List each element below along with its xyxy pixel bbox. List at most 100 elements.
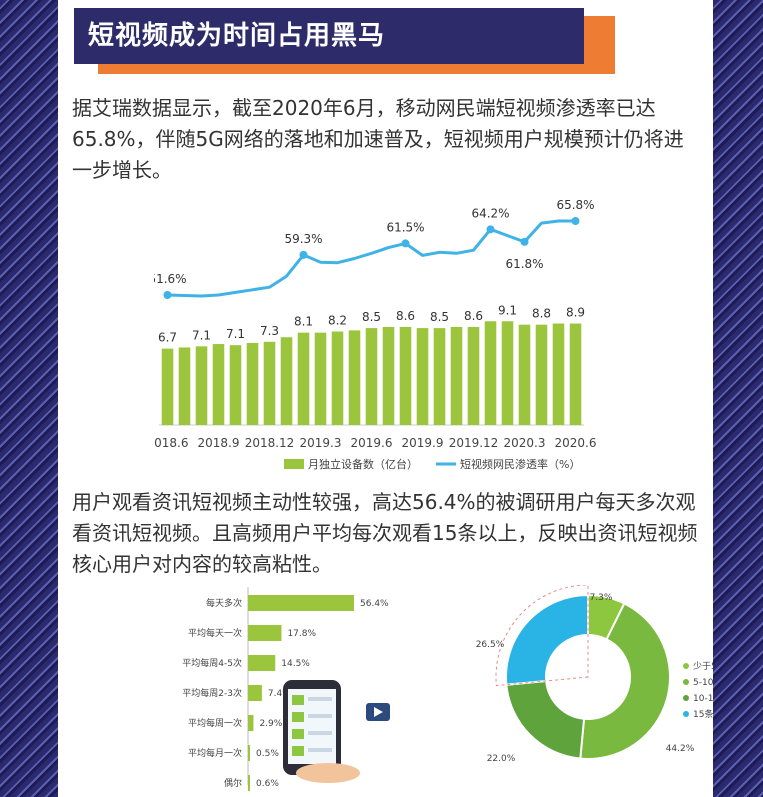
legend-marker [683, 695, 689, 701]
x-tick-label: 2018.6 [154, 436, 189, 450]
phone-list-icon [292, 729, 304, 739]
penetration-label: 64.2% [471, 206, 509, 220]
phone-illustration [283, 680, 390, 783]
bar-平均每周2-3次 [248, 685, 262, 701]
bar-2019.1 [280, 337, 293, 425]
bar-2020.3 [518, 324, 531, 425]
bar-平均每天一次 [248, 625, 282, 641]
penetration-point [401, 239, 410, 248]
bar-value-label: 0.6% [256, 779, 279, 789]
bar-value-label: 9.1 [498, 303, 517, 317]
bar-value-label: 8.5 [430, 310, 449, 324]
paragraph-engagement: 用户观看资讯短视频主动性较强，高达56.4%的被调研用户每天多次观看资讯短视频。… [72, 490, 698, 576]
bar-value-label: 8.8 [532, 307, 551, 321]
bar-2020.2 [501, 321, 514, 425]
play-icon [374, 707, 383, 717]
bar-偶尔 [248, 775, 250, 791]
penetration-point [520, 237, 529, 246]
category-label: 平均每周4-5次 [182, 657, 242, 669]
bar-平均每周一次 [248, 715, 254, 731]
legend-label: 少于5条 [693, 660, 713, 672]
bar-value-label: 8.2 [328, 314, 347, 328]
bar-2018.10 [229, 345, 242, 425]
donut-slice-15条以上 [505, 593, 589, 686]
penetration-label: 61.5% [386, 220, 424, 234]
bar-每天多次 [248, 595, 354, 611]
bar-2018.8 [195, 346, 208, 425]
penetration-point [571, 217, 580, 225]
category-label: 平均每周2-3次 [182, 687, 242, 699]
legend-swatch-devices [284, 459, 304, 469]
penetration-point [163, 291, 172, 299]
bar-2020.6 [569, 323, 582, 425]
bar-value-label: 7.1 [226, 327, 245, 341]
bar-value-label: 8.1 [294, 315, 313, 329]
bar-value-label: 2.9% [259, 719, 282, 729]
phone-list-line [308, 697, 332, 701]
bar-2018.11 [246, 342, 259, 425]
bar-value-label: 8.9 [566, 306, 585, 320]
daily-count-donut-chart: 7.3% 44.2% 22.0% 26.5% 少于5条 5-10条 10-15条 15条以上 [476, 585, 713, 764]
legend-label-devices: 月独立设备数（亿台） [308, 457, 418, 471]
category-label: 平均每月一次 [188, 747, 242, 759]
phone-list-icon [292, 746, 304, 756]
bar-value-label: 8.6 [464, 309, 483, 323]
bar-value-label: 7.1 [192, 328, 211, 342]
bar-2019.12 [467, 326, 480, 425]
x-tick-label: 2018.9 [198, 436, 240, 450]
bar-2018.7 [178, 347, 191, 425]
x-tick-label: 2019.9 [402, 436, 444, 450]
legend-marker [683, 711, 689, 717]
bar-2019.7 [382, 326, 395, 425]
penetration-label: 51.6% [154, 272, 187, 286]
bar-2018.9 [212, 344, 225, 425]
category-label: 每天多次 [206, 597, 242, 609]
penetration-point [299, 250, 308, 259]
penetration-point [486, 225, 495, 234]
bar-2019.6 [365, 328, 378, 425]
frequency-bar-chart: 每天多次 56.4% 平均每天一次 17.8% 平均每周4-5次 14.5% 平均每周2-3… [182, 587, 390, 791]
paragraph-intro: 据艾瑞数据显示，截至2020年6月，移动网民端短视频渗透率已达65.8%，伴随5… [72, 96, 684, 182]
penetration-label: 61.8% [505, 257, 543, 271]
x-tick-label: 2019.3 [300, 436, 342, 450]
highlight-outline [495, 585, 589, 687]
legend-label: 5-10条 [693, 676, 713, 688]
bar-2019.10 [433, 328, 446, 425]
right-pattern-border [713, 0, 763, 797]
legend-label-penetration: 短视频网民渗透率（%） [460, 457, 580, 471]
phone-list-icon [292, 712, 304, 722]
bar-value-label: 8.6 [396, 309, 415, 323]
x-tick-label: 2020.3 [504, 436, 546, 450]
x-tick-label: 2018.12 [245, 436, 295, 450]
bar-2018.12 [263, 341, 276, 425]
phone-list-line [308, 714, 332, 718]
content-panel: 短视频成为时间占用黑马 据艾瑞数据显示，截至2020年6月，移动网民端短视频渗透… [58, 0, 713, 797]
slice-value-label: 26.5% [476, 640, 505, 650]
bar-value-label: 6.7 [158, 331, 177, 345]
bar-value-label: 56.4% [360, 599, 389, 609]
bar-2020.5 [552, 323, 565, 425]
bar-平均每周4-5次 [248, 655, 276, 671]
x-tick-label: 2019.12 [449, 436, 499, 450]
slice-value-label: 44.2% [666, 744, 695, 754]
bar-value-label: 0.5% [256, 749, 279, 759]
section-title: 短视频成为时间占用黑马 [74, 8, 584, 64]
device-penetration-chart: 6.7 7.1 7.1 7.3 8.1 8.2 8.5 8.6 8.5 8.6 9.1 8.8 8.9 5… [154, 198, 597, 471]
bar-value-label: 14.5% [281, 659, 310, 669]
bar-2019.2 [297, 332, 310, 425]
bar-2019.5 [348, 330, 361, 425]
hand-shape [296, 763, 360, 783]
donut-slice-5-10条 [579, 602, 671, 760]
bar-平均每月一次 [248, 745, 250, 761]
legend-label: 15条以上 [693, 708, 713, 720]
legend-marker [683, 679, 689, 685]
penetration-label: 59.3% [284, 232, 322, 246]
bar-2019.9 [416, 328, 429, 425]
category-label: 平均每天一次 [188, 627, 242, 639]
bar-2018.6 [161, 348, 174, 425]
bar-value-label: 8.5 [362, 310, 381, 324]
x-tick-label: 2020.6 [555, 436, 597, 450]
bar-2020.1 [484, 321, 497, 425]
phone-list-line [308, 731, 332, 735]
bar-value-label: 7.4% [268, 689, 291, 699]
